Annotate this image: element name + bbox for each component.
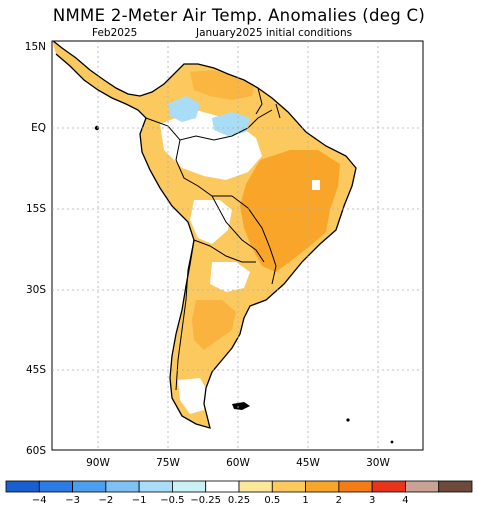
island-atlantic xyxy=(390,440,394,444)
lat-tick-30s: 30S xyxy=(26,284,46,296)
legend-swatch xyxy=(405,480,440,493)
cool-anomaly-venezuela xyxy=(212,112,250,136)
legend-labels: −4 −3 −2 −1 −0.5 −0.25 0.25 0.5 1 2 3 4 xyxy=(32,495,409,506)
longitude-labels: 90W 75W 60W 45W 30W xyxy=(86,457,390,469)
latitude-labels: 15N EQ 15S 30S 45S 60S xyxy=(25,41,47,457)
coastline xyxy=(52,41,357,429)
hot-anomaly-argentina xyxy=(192,300,236,350)
legend-label: 4 xyxy=(402,495,408,506)
falkland-islands xyxy=(232,402,250,410)
legend-swatch xyxy=(205,480,240,493)
map-title: NMME 2-Meter Air Temp. Anomalies (deg C) xyxy=(52,6,426,25)
legend-label: −3 xyxy=(65,495,80,506)
legend-label: 1 xyxy=(302,495,308,506)
legend-label: −4 xyxy=(32,495,47,506)
neutral-spot xyxy=(312,180,320,190)
island-south-georgia xyxy=(346,418,350,422)
lon-tick-60w: 60W xyxy=(226,457,250,469)
legend-swatch xyxy=(338,480,373,493)
legend-swatch xyxy=(72,480,107,493)
lat-tick-45s: 45S xyxy=(26,364,46,376)
lat-tick-eq: EQ xyxy=(31,122,46,134)
legend-swatch xyxy=(5,480,40,493)
legend-label: 3 xyxy=(369,495,375,506)
lon-tick-90w: 90W xyxy=(86,457,110,469)
legend-swatch xyxy=(371,480,406,493)
lon-tick-45w: 45W xyxy=(296,457,320,469)
initial-conditions-label: January2025 initial conditions xyxy=(196,27,353,39)
lat-tick-60s: 60S xyxy=(26,445,46,457)
lat-tick-15s: 15S xyxy=(26,203,46,215)
lat-tick-15n: 15N xyxy=(25,41,46,53)
legend-label: −0.25 xyxy=(190,495,221,506)
legend-swatch xyxy=(138,480,173,493)
legend-label: 2 xyxy=(336,495,342,506)
legend-colorbar xyxy=(5,480,473,493)
lon-tick-30w: 30W xyxy=(366,457,390,469)
lon-tick-75w: 75W xyxy=(156,457,180,469)
graticule xyxy=(52,41,423,450)
neutral-zone-andes xyxy=(190,200,232,244)
neutral-zone-patagonia xyxy=(178,378,208,414)
legend-label: 0.25 xyxy=(228,495,250,506)
neutral-zone-pampas xyxy=(210,262,250,292)
legend-label: −2 xyxy=(98,495,113,506)
legend-swatch xyxy=(105,480,140,493)
legend-swatch xyxy=(305,480,340,493)
legend-label: −0.5 xyxy=(160,495,184,506)
cool-anomaly-colombia xyxy=(168,96,200,122)
legend-label: 0.5 xyxy=(264,495,280,506)
country-borders xyxy=(145,87,281,391)
valid-month-label: Feb2025 xyxy=(92,27,138,39)
legend-swatch xyxy=(38,480,73,493)
legend-swatch xyxy=(238,480,273,493)
legend-swatch xyxy=(172,480,207,493)
legend-swatch xyxy=(438,480,473,493)
legend-swatch xyxy=(271,480,306,493)
legend-label: −1 xyxy=(132,495,147,506)
